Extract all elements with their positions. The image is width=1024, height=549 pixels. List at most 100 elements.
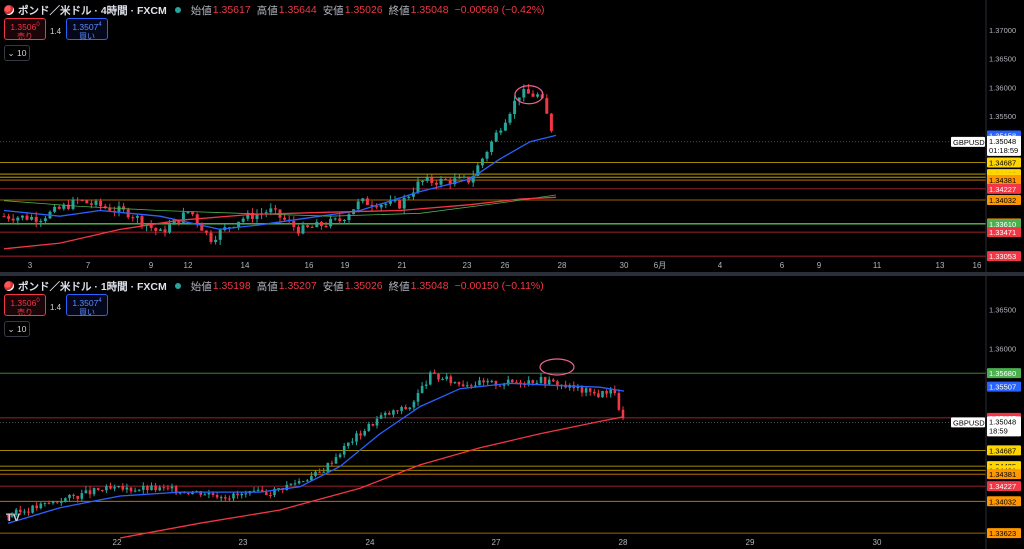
symbol-title[interactable]: ポンド／米ドル · 4時間 · FXCM bbox=[18, 4, 167, 17]
candle-body bbox=[347, 214, 351, 220]
time-axis-label: 7 bbox=[86, 261, 91, 270]
sell-price-pip: 0 bbox=[36, 298, 40, 304]
symbol-tag bbox=[951, 136, 985, 147]
candle-body bbox=[576, 386, 580, 389]
candle-body bbox=[437, 373, 440, 380]
candle-body bbox=[552, 379, 555, 382]
candle-body bbox=[421, 180, 425, 182]
candle-body bbox=[76, 199, 80, 201]
candle-body bbox=[117, 486, 120, 488]
time-axis-label: 23 bbox=[239, 538, 248, 547]
candle-body bbox=[10, 515, 14, 517]
candle-body bbox=[60, 501, 63, 503]
candle-body bbox=[444, 178, 448, 180]
candle-body bbox=[237, 221, 241, 227]
candle-body bbox=[122, 206, 126, 210]
time-axis-label: 14 bbox=[241, 261, 250, 270]
chart-pane-4h[interactable]: 1.370001.365001.360001.355001.351581.346… bbox=[0, 0, 1024, 272]
price-tag bbox=[987, 528, 1021, 539]
symbol-tag-label: GBPUSD bbox=[953, 138, 985, 147]
candle-body bbox=[68, 494, 71, 499]
indicator-toggle-button[interactable]: ⌄ 10 bbox=[4, 45, 30, 61]
sell-button[interactable]: 1.35060 売り bbox=[4, 18, 46, 41]
candle-body bbox=[322, 471, 325, 473]
candle-body bbox=[66, 204, 70, 209]
candle-body bbox=[478, 380, 481, 386]
candle-body bbox=[273, 488, 276, 496]
candle-body bbox=[490, 380, 494, 382]
time-axis-label: 9 bbox=[149, 261, 154, 270]
close-value: 1.35048 bbox=[410, 280, 449, 292]
candle-body bbox=[224, 497, 227, 499]
candle-body bbox=[296, 226, 300, 234]
candle-body bbox=[609, 389, 612, 394]
candle-body bbox=[232, 493, 235, 499]
price-tag bbox=[987, 227, 1021, 238]
candle-body bbox=[499, 130, 503, 133]
candle-body bbox=[218, 230, 222, 240]
buy-price: 1.3507 bbox=[72, 297, 99, 308]
candle-body bbox=[135, 216, 139, 218]
candle-body bbox=[240, 493, 243, 496]
candle-body bbox=[476, 165, 480, 176]
chart-pane-1h[interactable]: 1.365001.360001.356801.355071.351051.346… bbox=[0, 276, 1024, 549]
candle-body bbox=[99, 200, 103, 207]
candle-body bbox=[80, 199, 84, 201]
candle-body bbox=[314, 471, 317, 476]
sell-button[interactable]: 1.35060 売り bbox=[4, 294, 46, 317]
candle-body bbox=[23, 511, 26, 513]
candle-body bbox=[338, 218, 342, 222]
candle-body bbox=[142, 485, 145, 490]
chevron-down-icon: ⌄ bbox=[7, 48, 15, 58]
market-status-icon bbox=[174, 283, 181, 289]
candle-body bbox=[310, 226, 314, 228]
candle-body bbox=[27, 511, 30, 513]
candle-body bbox=[25, 215, 29, 220]
time-axis-label: 28 bbox=[558, 261, 567, 270]
candle-body bbox=[494, 380, 498, 386]
highlight-ellipse bbox=[539, 358, 575, 376]
candle-body bbox=[310, 475, 313, 481]
candle-body bbox=[434, 182, 438, 185]
price-chart-4h[interactable]: 1.370001.365001.360001.355001.351581.346… bbox=[0, 0, 1024, 272]
candle-body bbox=[297, 481, 301, 484]
indicator-toggle-button[interactable]: ⌄ 10 bbox=[4, 321, 30, 337]
pane-separator[interactable] bbox=[0, 272, 1024, 276]
candle-body bbox=[57, 206, 61, 209]
time-axis-label: 13 bbox=[936, 261, 945, 270]
high-value: 1.35644 bbox=[278, 4, 317, 16]
candle-body bbox=[170, 486, 174, 489]
candle-body bbox=[379, 204, 383, 208]
buy-button[interactable]: 1.35074 買い bbox=[66, 294, 108, 317]
symbol-title[interactable]: ポンド／米ドル · 1時間 · FXCM bbox=[18, 280, 167, 293]
candle-body bbox=[131, 217, 135, 219]
price-tag bbox=[987, 496, 1021, 507]
candle-body bbox=[113, 487, 116, 489]
open-value: 1.35198 bbox=[212, 280, 251, 292]
candle-body bbox=[433, 372, 436, 374]
sell-label: 売り bbox=[17, 307, 33, 317]
candle-body bbox=[556, 381, 559, 387]
price-tag bbox=[987, 381, 1021, 392]
candle-body bbox=[2, 216, 6, 218]
tradingview-logo[interactable]: TV bbox=[6, 512, 21, 524]
buy-button[interactable]: 1.35074 買い bbox=[66, 18, 108, 41]
price-chart-1h[interactable]: 1.365001.360001.356801.355071.351051.346… bbox=[0, 276, 1024, 549]
candle-body bbox=[43, 502, 47, 504]
time-axis-label: 29 bbox=[746, 538, 755, 547]
price-tag bbox=[987, 481, 1021, 492]
candle-body bbox=[85, 200, 89, 204]
candle-body bbox=[80, 493, 84, 499]
candle-body bbox=[356, 201, 360, 210]
time-axis-label: 4 bbox=[718, 261, 723, 270]
candle-body bbox=[241, 218, 245, 222]
candle-body bbox=[101, 489, 104, 491]
candles bbox=[2, 84, 553, 245]
time-axis-label: 11 bbox=[873, 261, 882, 270]
buy-label: 買い bbox=[79, 31, 95, 41]
candle-body bbox=[445, 376, 448, 379]
change-value: −0.00150 (−0.11%) bbox=[454, 280, 544, 292]
candle-body bbox=[228, 498, 231, 500]
low-label: 安値 bbox=[322, 4, 344, 17]
candle-body bbox=[158, 229, 162, 231]
